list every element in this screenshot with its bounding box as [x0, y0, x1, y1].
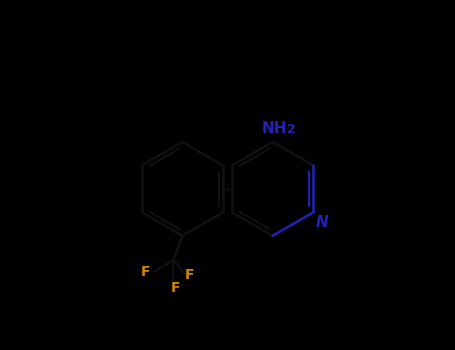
- Text: F: F: [185, 268, 194, 282]
- Text: F: F: [141, 265, 150, 279]
- Text: 2: 2: [287, 123, 296, 136]
- Text: N: N: [316, 215, 329, 230]
- Text: F: F: [171, 281, 180, 295]
- Text: NH: NH: [262, 121, 287, 136]
